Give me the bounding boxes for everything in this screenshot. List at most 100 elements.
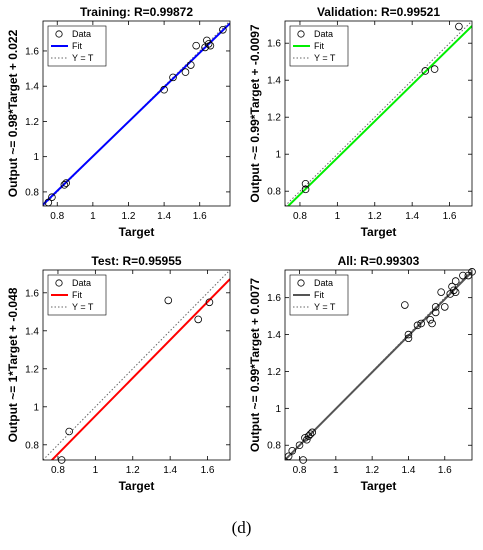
data-point xyxy=(65,427,73,436)
chart-panel-1: 0.8 1 1.2 1.4 1.6 0.8 1 1.2 1.4 1.6 Training: R=0.… xyxy=(6,5,231,239)
data-point xyxy=(421,67,430,75)
y-tick-label: 1 xyxy=(33,152,39,163)
chart-title: All: R=0.99303 xyxy=(338,254,420,268)
x-axis-label: Target xyxy=(119,479,155,493)
data-point xyxy=(164,296,173,305)
fit-line xyxy=(286,25,472,206)
y-tick-label: 1 xyxy=(275,150,281,161)
axes-frame xyxy=(42,269,231,461)
data-point xyxy=(302,435,311,444)
data-point xyxy=(301,434,309,442)
data-point xyxy=(301,185,310,194)
y-tick-label: 1.4 xyxy=(267,76,281,87)
x-tick-label: 1 xyxy=(93,465,99,476)
data-point xyxy=(451,288,460,296)
data-point xyxy=(169,73,177,82)
y-tick-label: 1.4 xyxy=(267,330,281,341)
x-tick-label: 0.8 xyxy=(293,465,307,476)
x-tick-label: 1.6 xyxy=(438,465,452,476)
x-tick-label: 1.6 xyxy=(193,211,207,222)
data-point xyxy=(437,288,445,296)
data-point xyxy=(288,446,297,455)
x-axis-label: Target xyxy=(119,225,155,239)
data-point xyxy=(194,315,203,324)
regression-figure: 0.8 1 1.2 1.4 1.6 0.8 1 1.2 1.4 1.6 Training: R=0.… xyxy=(6,5,476,493)
legend-data-label: Data xyxy=(72,278,91,288)
chart-title: Training: R=0.99872 xyxy=(80,5,193,19)
y-tick-label: 0.8 xyxy=(267,441,281,452)
data-point xyxy=(404,334,413,343)
data-point xyxy=(187,61,195,69)
data-point xyxy=(203,36,211,45)
x-tick-label: 1.4 xyxy=(163,465,177,476)
legend-fit-label: Fit xyxy=(72,41,82,51)
chart-title: Test: R=0.95955 xyxy=(91,254,181,268)
data-point xyxy=(430,65,439,73)
axes-frame xyxy=(284,269,473,461)
x-tick-label: 1.4 xyxy=(405,211,419,222)
y-tick-label: 1.2 xyxy=(267,113,281,124)
chart-title: Validation: R=0.99521 xyxy=(317,5,440,19)
y-tick-label: 0.8 xyxy=(267,187,281,198)
data-point xyxy=(459,271,467,280)
x-tick-label: 0.8 xyxy=(50,211,64,222)
data-point xyxy=(219,26,227,34)
data-point xyxy=(295,441,304,450)
figure-caption: (d) xyxy=(231,518,252,537)
y-tick-label: 1.2 xyxy=(25,117,39,128)
x-tick-label: 1.4 xyxy=(402,465,416,476)
data-point xyxy=(428,319,436,328)
axes-frame xyxy=(42,20,231,207)
chart-panel-4: 0.8 1 1.2 1.4 1.6 0.8 1 1.2 1.4 1.6 All: R=0.99303… xyxy=(248,254,476,493)
y-axis-label: Output ~= 0.99*Target + -0.0097 xyxy=(248,24,262,203)
x-tick-label: 1.2 xyxy=(365,465,379,476)
data-point xyxy=(451,277,460,285)
legend-fit-label: Fit xyxy=(314,41,324,51)
y-tick-label: 0.8 xyxy=(25,440,39,451)
data-point xyxy=(440,303,449,311)
data-point xyxy=(204,40,213,48)
data-point xyxy=(431,308,440,317)
data-point xyxy=(301,180,310,188)
x-tick-label: 1 xyxy=(335,211,341,222)
data-point xyxy=(417,319,425,328)
data-point xyxy=(160,85,168,94)
x-tick-label: 1.6 xyxy=(443,211,457,222)
x-tick-label: 0.8 xyxy=(51,465,65,476)
legend-data-marker xyxy=(297,30,305,38)
data-point xyxy=(455,22,463,31)
x-axis-label: Target xyxy=(361,479,397,493)
legend-identity-label: Y = T xyxy=(72,302,94,312)
legend-identity-label: Y = T xyxy=(314,53,336,63)
x-tick-label: 1.6 xyxy=(201,465,215,476)
x-tick-label: 0.8 xyxy=(293,211,307,222)
y-tick-label: 1.2 xyxy=(267,367,281,378)
y-tick-label: 1.6 xyxy=(267,293,281,304)
fit-line xyxy=(285,271,472,460)
y-tick-label: 1.6 xyxy=(25,288,39,299)
y-tick-label: 1.6 xyxy=(25,46,39,57)
y-tick-label: 0.8 xyxy=(25,187,39,198)
data-point xyxy=(60,181,69,189)
x-tick-label: 1.2 xyxy=(122,211,136,222)
chart-panel-3: 0.8 1 1.2 1.4 1.6 0.8 1 1.2 1.4 1.6 Test: R=0.9595… xyxy=(6,254,231,493)
x-tick-label: 1.4 xyxy=(157,211,171,222)
legend-identity-label: Y = T xyxy=(72,53,94,63)
y-axis-label: Output ~= 0.98*Target + 0.022 xyxy=(6,29,20,197)
legend-data-label: Data xyxy=(314,278,333,288)
y-tick-label: 1.4 xyxy=(25,82,39,93)
y-tick-label: 1 xyxy=(275,404,281,415)
legend-data-label: Data xyxy=(314,29,333,39)
data-point xyxy=(48,193,56,201)
y-tick-label: 1.2 xyxy=(25,364,39,375)
data-point xyxy=(306,430,315,438)
data-point xyxy=(192,41,200,50)
data-point xyxy=(401,301,409,309)
x-tick-label: 1.2 xyxy=(126,465,140,476)
data-point xyxy=(404,330,413,339)
data-point xyxy=(450,286,458,295)
legend-fit-label: Fit xyxy=(72,290,82,300)
fit-line xyxy=(50,278,230,460)
data-point xyxy=(448,282,456,291)
y-axis-label: Output ~= 1*Target + -0.048 xyxy=(6,287,20,442)
